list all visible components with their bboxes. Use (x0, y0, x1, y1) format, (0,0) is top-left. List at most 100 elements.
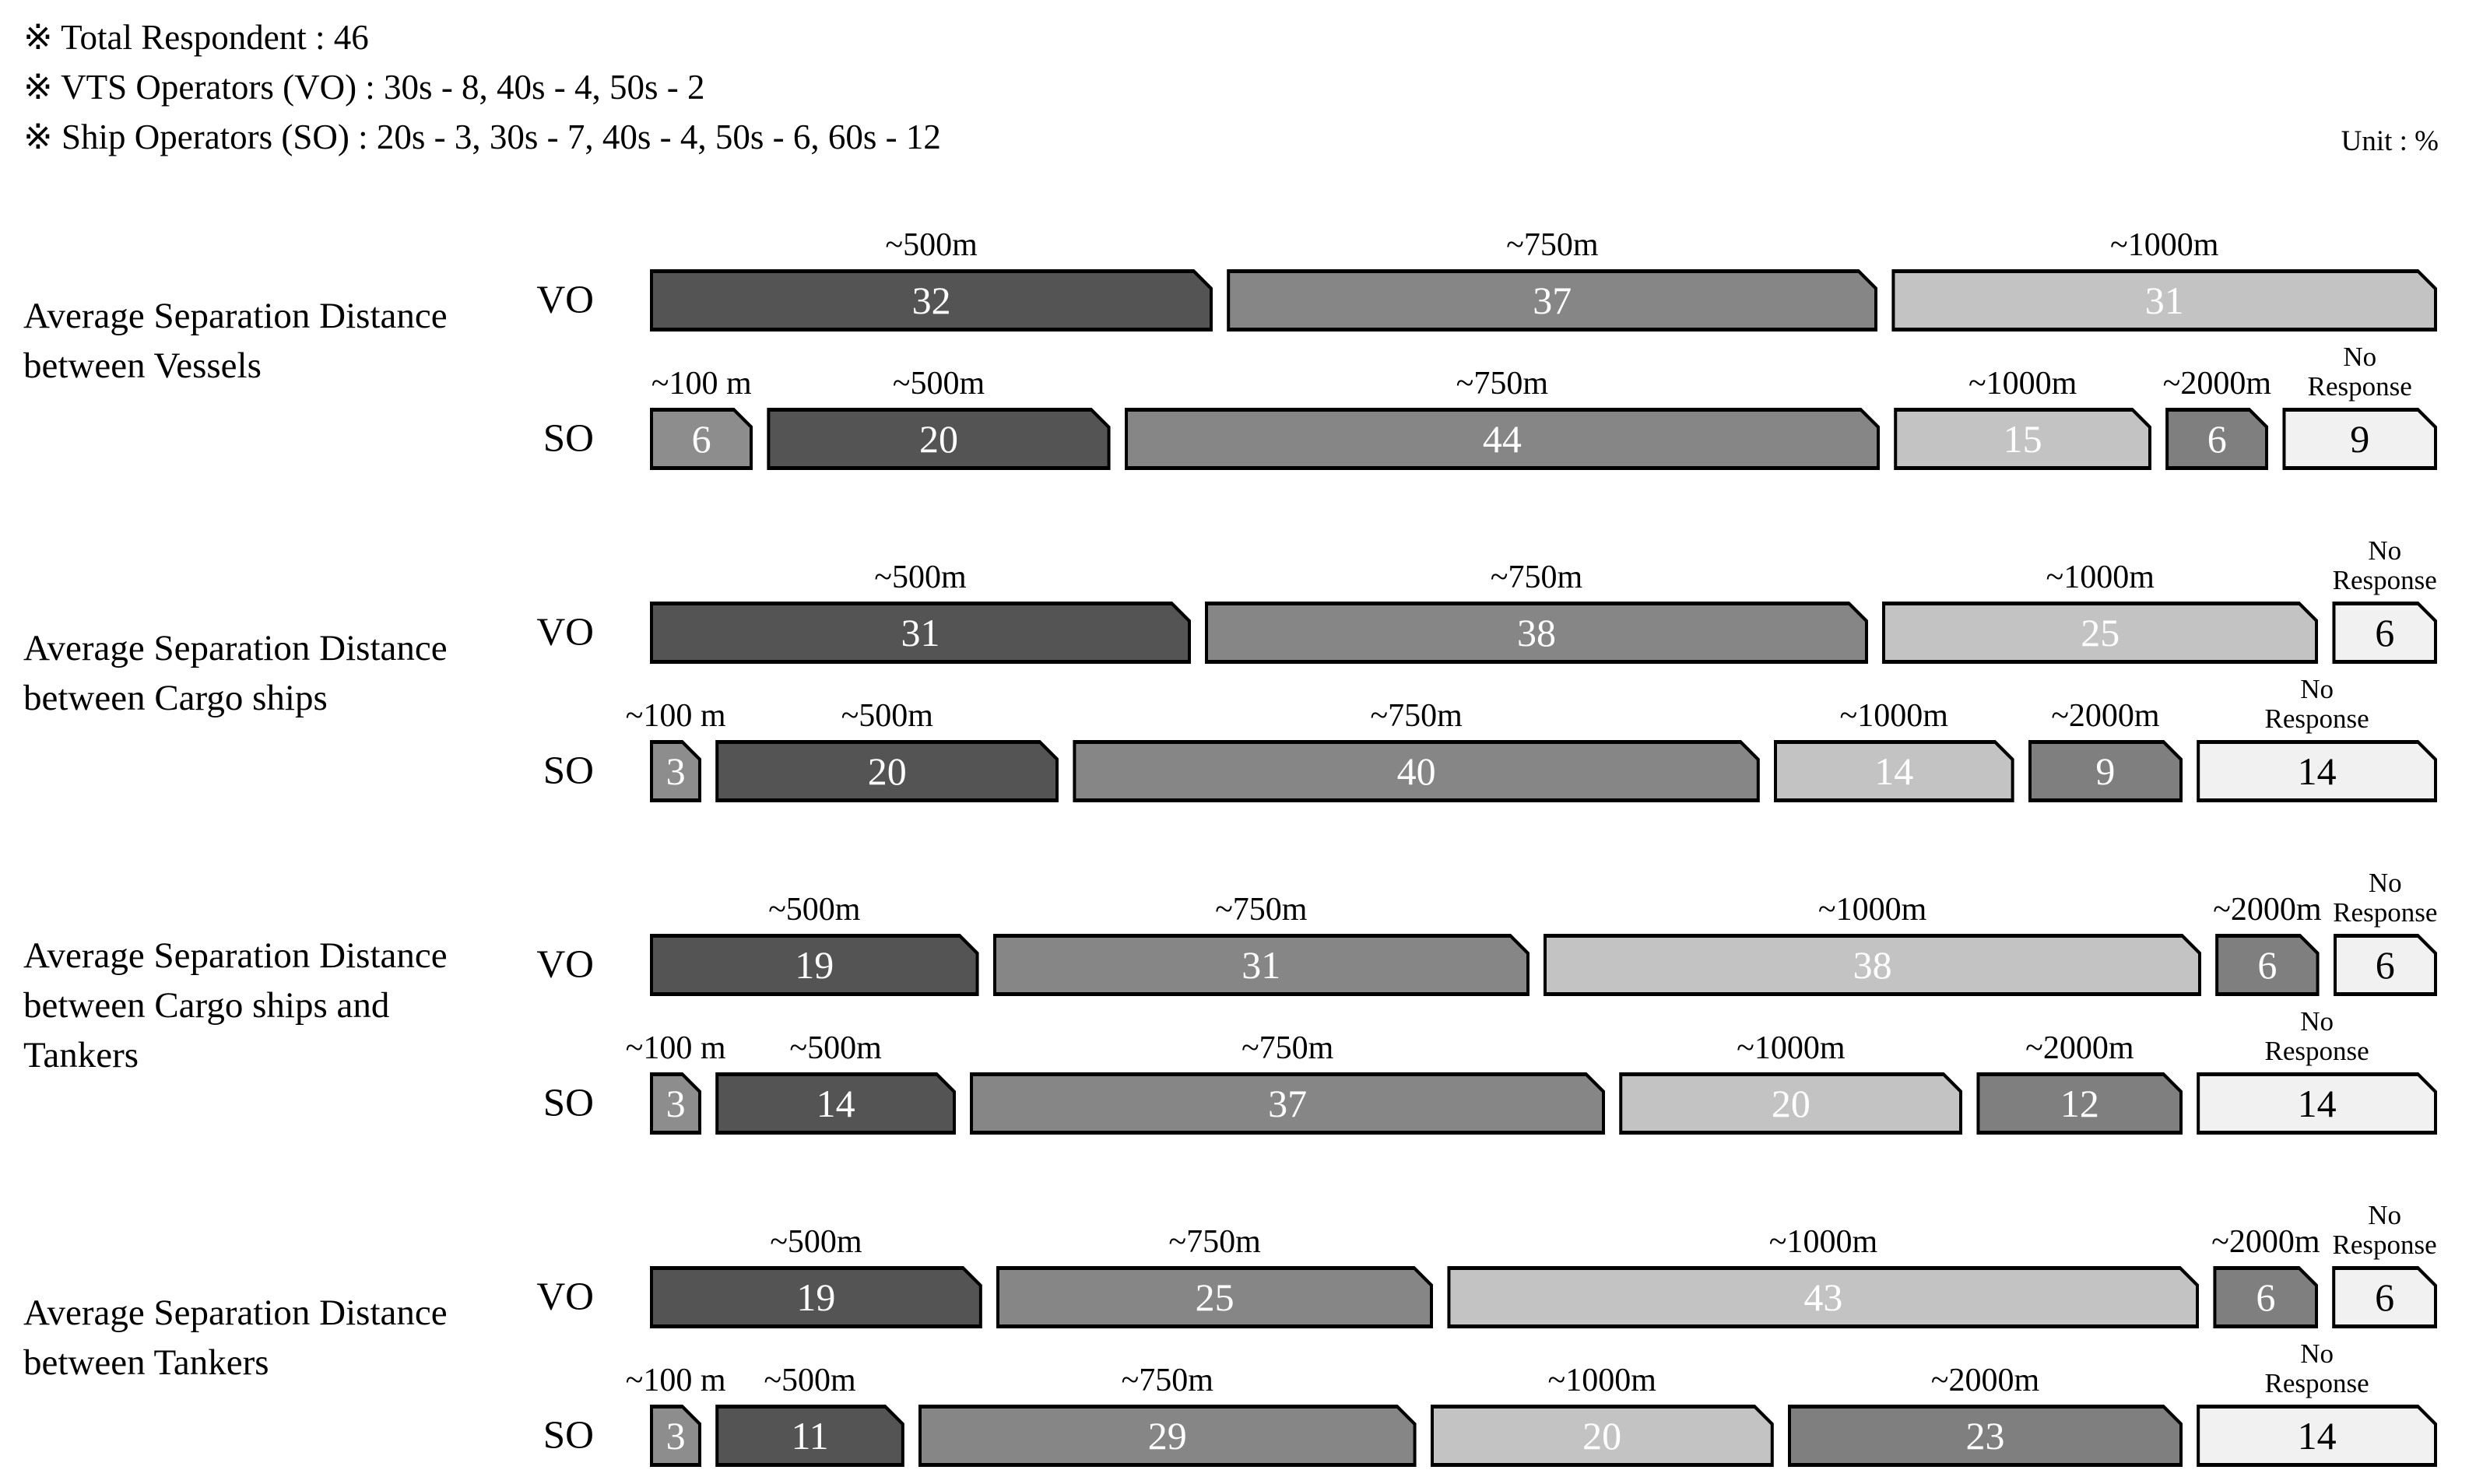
category-label-text: ~500m (768, 892, 861, 928)
segment-value: 6 (691, 417, 711, 461)
segment-value: 14 (1874, 749, 1914, 793)
segment-bar: 25 (996, 1266, 1434, 1328)
segment-bar: 31 (993, 934, 1530, 996)
segment-value: 40 (1396, 749, 1436, 793)
segment-fill: 3 (653, 744, 698, 798)
bar-segment-c750: ~750m 44 (1125, 350, 1881, 470)
category-label: ~500m (650, 876, 979, 928)
category-label-text: ~750m (1490, 560, 1583, 595)
category-label: No Response (2197, 1339, 2437, 1398)
category-label-text: ~100 m (625, 698, 726, 734)
segment-fill: 9 (2032, 744, 2180, 798)
segment-value: 14 (2297, 1082, 2337, 1125)
bar-segment-c2000: ~2000m 12 (1976, 1015, 2183, 1135)
bar-segment-c100: ~100 m 3 (626, 1015, 726, 1135)
segment-value: 38 (1516, 611, 1556, 654)
segment-fill: 20 (1622, 1076, 1959, 1131)
segment-value: 6 (2375, 943, 2395, 987)
group-title: Average Separation Distance between Carg… (23, 628, 448, 718)
segment-value: 31 (901, 611, 940, 654)
segment-bar: 6 (2165, 408, 2268, 470)
segment-bar: 32 (650, 269, 1213, 332)
segment-bar: 9 (2028, 740, 2183, 802)
bar-area: ~500m 19 ~750m 25 ~1000m 43 ~2000m 6 No Response… (650, 1201, 2437, 1328)
segment-fill: 6 (2218, 938, 2316, 992)
bar-row-so: SO ~100 m 3 ~500m 20 ~750m 40 ~1000m 14 ~2000m 9 No… (506, 675, 2437, 802)
category-label-text: No Response (2307, 342, 2412, 402)
segment-fill: 12 (1979, 1076, 2179, 1131)
note-ship-operators: ※ Ship Operators (SO) : 20s - 3, 30s - 7… (23, 118, 941, 156)
bar-row-vo: VO ~500m 31 ~750m 38 ~1000m 25 No Response 6 (506, 536, 2437, 664)
segment-bar: 12 (1976, 1072, 2183, 1135)
segment-bar: 14 (2197, 1072, 2437, 1135)
segment-fill: 14 (1777, 744, 2011, 798)
bar-area: ~500m 32 ~750m 37 ~1000m 31 (650, 212, 2437, 332)
bar-segment-c500: ~500m 20 (715, 682, 1059, 802)
segment-value: 32 (911, 279, 951, 322)
category-label: ~750m (970, 1015, 1605, 1066)
segment-value: 23 (1965, 1414, 2005, 1458)
segment-fill: 25 (1885, 605, 2316, 660)
segment-value: 20 (918, 417, 958, 461)
bar-segment-c1000: ~1000m 14 (1774, 682, 2014, 802)
category-label-text: ~750m (1241, 1030, 1334, 1066)
segment-bar: 6 (2334, 934, 2437, 996)
segment-value: 11 (791, 1414, 829, 1458)
segment-fill: 20 (770, 412, 1107, 466)
category-label-text: ~1000m (1839, 698, 1948, 734)
segment-bar: 14 (1774, 740, 2014, 802)
group-title: Average Separation Distance between Carg… (23, 935, 448, 1075)
category-label: ~2000m (2163, 350, 2271, 402)
segment-value: 12 (2060, 1082, 2099, 1125)
segment-fill: 31 (996, 938, 1526, 992)
bar-segment-noresp: No Response 6 (2333, 868, 2437, 996)
segment-value: 9 (2350, 417, 2370, 461)
segment-bar: 31 (650, 602, 1191, 664)
category-label-text: ~500m (841, 698, 933, 734)
category-label: ~1000m (1891, 212, 2437, 263)
segment-bar: 6 (650, 408, 753, 470)
bar-segment-c100: ~100 m 6 (650, 350, 753, 470)
category-label: ~500m (715, 682, 1059, 734)
bar-segment-noresp: No Response 9 (2282, 342, 2437, 470)
category-label-text: ~500m (789, 1030, 882, 1066)
category-label-text: ~100 m (625, 1030, 726, 1066)
segment-value: 6 (2375, 611, 2395, 654)
segment-fill: 38 (1208, 605, 1865, 660)
bar-area: ~100 m 3 ~500m 14 ~750m 37 ~1000m 20 ~2000m 12 No … (626, 1007, 2437, 1135)
segment-fill: 20 (718, 744, 1055, 798)
category-label: ~500m (715, 1015, 956, 1066)
segment-fill: 14 (2200, 744, 2434, 798)
bar-segment-noresp: No Response 6 (2332, 536, 2437, 664)
category-label-text: ~2000m (2211, 1224, 2320, 1260)
segment-fill: 32 (653, 273, 1210, 328)
category-label-text: ~1000m (2046, 560, 2155, 595)
category-label-text: ~2000m (2213, 892, 2322, 928)
note-total-respondent: ※ Total Respondent : 46 (23, 18, 369, 57)
segment-bar: 15 (1894, 408, 2151, 470)
bar-segment-c750: ~750m 40 (1073, 682, 1759, 802)
segment-fill: 15 (1897, 412, 2148, 466)
row-label-so: SO (543, 1082, 594, 1125)
category-label: ~1000m (1544, 876, 2201, 928)
segment-fill: 25 (999, 1270, 1431, 1324)
row-label-vo: VO (536, 943, 594, 987)
segment-value: 20 (867, 749, 907, 793)
bar-segment-c750: ~750m 31 (993, 876, 1530, 996)
segment-bar: 9 (2282, 408, 2437, 470)
category-label: ~1000m (1431, 1347, 1774, 1398)
category-label-text: ~2000m (2025, 1030, 2134, 1066)
bar-segment-c500: ~500m 14 (715, 1015, 956, 1135)
bar-row-vo: VO ~500m 32 ~750m 37 ~1000m 31 (506, 212, 2437, 332)
segment-bar: 14 (2197, 1405, 2437, 1467)
bar-area: ~100 m 3 ~500m 20 ~750m 40 ~1000m 14 ~2000m 9 No R… (626, 675, 2437, 802)
category-label-text: ~1000m (1968, 366, 2077, 402)
segment-value: 6 (2257, 943, 2278, 987)
segment-bar: 38 (1544, 934, 2201, 996)
category-label: ~100 m (626, 682, 726, 734)
segment-value: 31 (1242, 943, 1281, 987)
bar-segment-c750: ~750m 37 (970, 1015, 1605, 1135)
category-label: ~100 m (626, 1347, 726, 1398)
segment-value: 14 (2297, 749, 2337, 793)
segment-fill: 40 (1076, 744, 1756, 798)
